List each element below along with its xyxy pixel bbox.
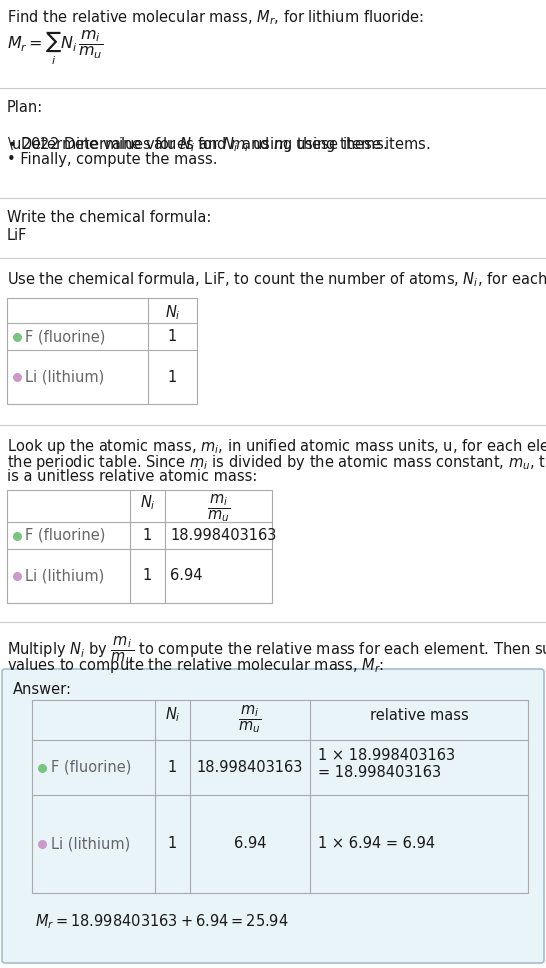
Text: = 18.998403163: = 18.998403163 [318, 765, 441, 780]
Text: \u2022 Determine values for $N_i$ and $m_i$ using these items.: \u2022 Determine values for $N_i$ and $m… [7, 135, 431, 154]
Text: LiF: LiF [7, 228, 27, 243]
Text: 6.94: 6.94 [170, 568, 203, 584]
Text: Li (lithium): Li (lithium) [25, 370, 104, 384]
Bar [7, 298, 197, 404]
FancyBboxPatch shape [2, 669, 544, 963]
Text: 6.94: 6.94 [234, 836, 266, 852]
Text: • Determine values for $N_i$ and $m_i$ using these items.: • Determine values for $N_i$ and $m_i$ u… [7, 135, 388, 154]
Text: 1 × 6.94 = 6.94: 1 × 6.94 = 6.94 [318, 836, 435, 852]
Bar [7, 490, 272, 603]
Text: F (fluorine): F (fluorine) [25, 329, 105, 344]
Text: Li (lithium): Li (lithium) [25, 568, 104, 584]
Text: 1: 1 [168, 760, 177, 775]
Text: $\dfrac{m_i}{m_u}$: $\dfrac{m_i}{m_u}$ [207, 492, 230, 524]
Text: 1 × 18.998403163: 1 × 18.998403163 [318, 748, 455, 763]
Text: $N_i$: $N_i$ [165, 705, 180, 724]
Text: Look up the atomic mass, $m_i$, in unified atomic mass units, u, for each elemen: Look up the atomic mass, $m_i$, in unifi… [7, 437, 546, 456]
Text: Answer:: Answer: [13, 682, 72, 697]
Text: Li (lithium): Li (lithium) [51, 836, 130, 852]
Text: $N_i$: $N_i$ [140, 493, 156, 512]
Text: 1: 1 [143, 528, 152, 543]
Text: 1: 1 [168, 329, 177, 344]
Text: $M_r = 18.998403163 + 6.94 = 25.94$: $M_r = 18.998403163 + 6.94 = 25.94$ [35, 912, 289, 930]
Text: 1: 1 [168, 836, 177, 852]
Text: Find the relative molecular mass, $M_r$, for lithium fluoride:: Find the relative molecular mass, $M_r$,… [7, 8, 424, 27]
Text: relative mass: relative mass [370, 708, 468, 723]
Text: 18.998403163: 18.998403163 [197, 760, 303, 775]
Text: 1: 1 [168, 370, 177, 384]
Text: the periodic table. Since $m_i$ is divided by the atomic mass constant, $m_u$, t: the periodic table. Since $m_i$ is divid… [7, 453, 546, 472]
Text: 18.998403163: 18.998403163 [170, 528, 276, 543]
Text: $\dfrac{m_i}{m_u}$: $\dfrac{m_i}{m_u}$ [239, 703, 262, 735]
Text: Plan:: Plan: [7, 100, 43, 115]
Text: is a unitless relative atomic mass:: is a unitless relative atomic mass: [7, 469, 257, 484]
Text: 1: 1 [143, 568, 152, 584]
Text: F (fluorine): F (fluorine) [25, 528, 105, 543]
Text: Multiply $N_i$ by $\dfrac{m_i}{m_u}$ to compute the relative mass for each eleme: Multiply $N_i$ by $\dfrac{m_i}{m_u}$ to … [7, 634, 546, 666]
Bar [32, 700, 528, 893]
Text: Write the chemical formula:: Write the chemical formula: [7, 210, 211, 225]
Text: $M_r = \sum_i N_i\,\dfrac{m_i}{m_u}$: $M_r = \sum_i N_i\,\dfrac{m_i}{m_u}$ [7, 28, 103, 67]
Text: F (fluorine): F (fluorine) [51, 760, 132, 775]
Text: • Finally, compute the mass.: • Finally, compute the mass. [7, 152, 217, 167]
Text: Use the chemical formula, LiF, to count the number of atoms, $N_i$, for each ele: Use the chemical formula, LiF, to count … [7, 270, 546, 288]
Text: values to compute the relative molecular mass, $M_r$:: values to compute the relative molecular… [7, 656, 384, 675]
Text: $N_i$: $N_i$ [165, 303, 180, 321]
